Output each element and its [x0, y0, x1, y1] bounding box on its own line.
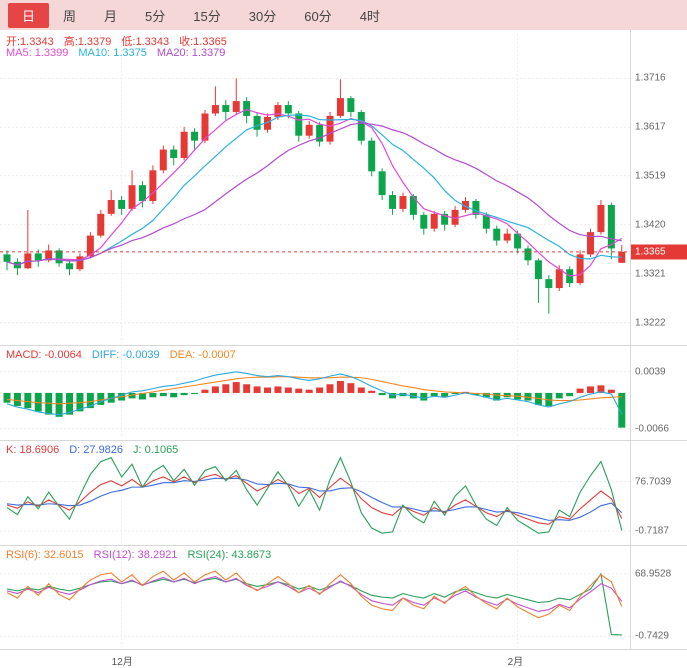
time-axis: 12月 2月: [0, 650, 687, 668]
axis-tick-label: 68.9528: [635, 568, 672, 580]
rsi-axis: 68.9528 -0.7429: [630, 546, 687, 649]
macd-axis: 0.0039 -0.0066: [630, 346, 687, 440]
axis-tick-label: 76.7039: [635, 476, 672, 488]
price-axis: 1.3365 1.3716 1.3617 1.3519 1.3420 1.3321 1.3…: [630, 30, 687, 345]
axis-tick-label: 1.3519: [635, 170, 666, 182]
kdj-panel: K: 18.6906 D: 27.9826 J: 0.1065 76.7039 -0.…: [0, 441, 687, 546]
kdj-axis: 76.7039 -0.7187: [630, 441, 687, 545]
macd-panel: MACD: -0.0064 DIFF: -0.0039 DEA: -0.0007 0…: [0, 346, 687, 441]
axis-tick-label: 0.0039: [635, 366, 666, 378]
tab-30分[interactable]: 30分: [248, 8, 277, 24]
rsi-line-chart: [0, 550, 630, 647]
candlestick-chart: [0, 34, 630, 343]
axis-tick-label: -0.7187: [635, 525, 669, 537]
kdj-line-chart: [0, 445, 630, 543]
tab-周[interactable]: 周: [63, 8, 77, 24]
axis-tick-label: -0.7429: [635, 630, 669, 642]
tab-5分[interactable]: 5分: [145, 8, 166, 24]
macd-histogram-chart: [0, 350, 630, 438]
axis-tick-label: 1.3420: [635, 219, 666, 231]
x-axis-month-label: 2月: [507, 657, 524, 668]
axis-tick-label: 1.3222: [635, 317, 666, 329]
axis-tick-label: 1.3716: [635, 72, 666, 84]
last-price-tag: 1.3365: [631, 244, 687, 260]
tab-15分[interactable]: 15分: [193, 8, 221, 24]
axis-tick-label: 1.3321: [635, 268, 666, 280]
axis-tick-label: 1.3617: [635, 121, 666, 133]
tab-4时[interactable]: 4时: [359, 8, 380, 24]
kdj-chart-plot[interactable]: K: 18.6906 D: 27.9826 J: 0.1065: [0, 441, 630, 545]
timeframe-toolbar: 日周 月 5分 15分 30分 60分 4时: [0, 0, 687, 30]
tab-日[interactable]: 日: [8, 2, 50, 28]
price-panel: 开:1.3343 高:1.3379 低:1.3343 收:1.3365 MA5: 1.…: [0, 30, 687, 346]
tab-60分[interactable]: 60分: [304, 8, 332, 24]
price-chart-plot[interactable]: 开:1.3343 高:1.3379 低:1.3343 收:1.3365 MA5: 1.…: [0, 30, 630, 345]
macd-chart-plot[interactable]: MACD: -0.0064 DIFF: -0.0039 DEA: -0.0007: [0, 346, 630, 440]
x-axis-month-label: 12月: [111, 657, 133, 668]
rsi-chart-plot[interactable]: RSI(6): 32.6015 RSI(12): 38.2921 RSI(24): …: [0, 546, 630, 649]
tab-月[interactable]: 月: [104, 8, 118, 24]
axis-tick-label: -0.0066: [635, 423, 669, 435]
rsi-panel: RSI(6): 32.6015 RSI(12): 38.2921 RSI(24): …: [0, 546, 687, 650]
